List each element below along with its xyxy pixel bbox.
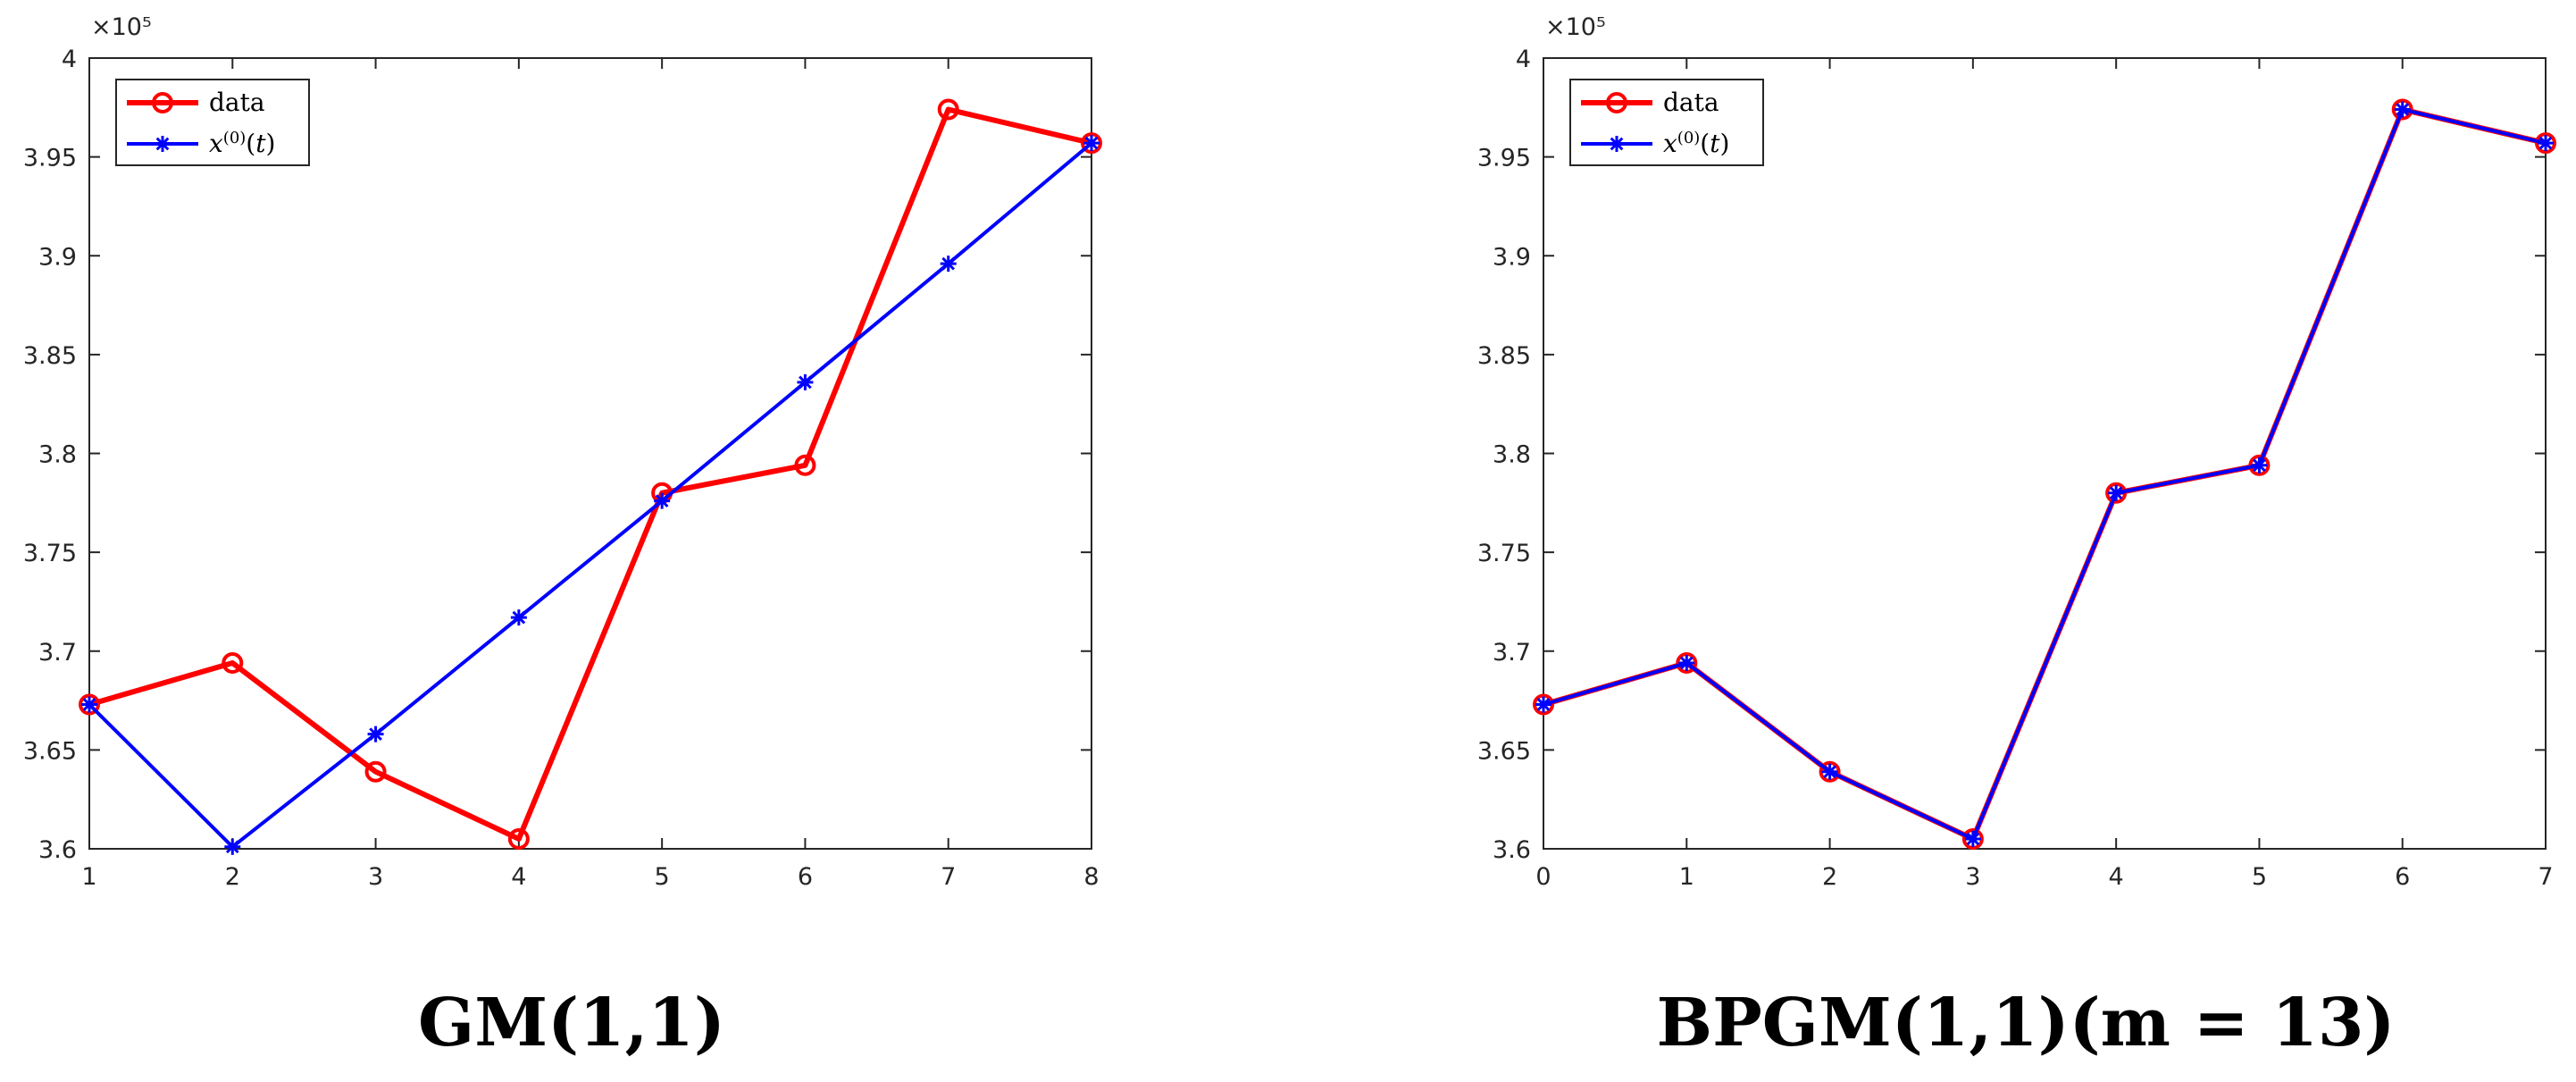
data-point-fit: [367, 726, 384, 742]
x-tick-label: 4: [511, 863, 526, 891]
legend-box: [115, 79, 310, 166]
chart-panel-2: 3.6 3.65 3.7 3.75 3.8 3.85 3.9 3.95 4 0 1 2 3 4 5 6 7 ×10…: [1477, 13, 2556, 1061]
legend-label: data: [1663, 88, 1719, 117]
legend-box: [1569, 79, 1764, 166]
y-exponent-label: ×10⁵: [1545, 13, 1606, 41]
chart-panel-1: 3.6 3.65 3.7 3.75 3.8 3.85 3.9 3.95 4 1 2 3 4 5 6 7 8 ×10…: [23, 13, 1102, 1061]
chart-caption: BPGM(1,1)(m = 13): [1657, 985, 2396, 1061]
y-tick-label: 3.95: [23, 145, 77, 172]
y-tick-label: 3.6: [38, 836, 77, 864]
data-point-fit: [224, 838, 241, 855]
data-point-fit: [1678, 655, 1695, 672]
y-tick-label: 4: [1516, 46, 1531, 73]
y-tick-label: 3.9: [1493, 243, 1531, 271]
y-tick-label: 3.85: [1477, 342, 1531, 370]
legend-label: x(0)(t): [1663, 129, 1729, 159]
data-point-data: [794, 454, 816, 476]
x-tick-label: 2: [225, 863, 240, 891]
data-point-fit: [940, 256, 957, 273]
y-tick-label: 3.9: [38, 243, 77, 271]
y-tick-label: 3.95: [1477, 145, 1531, 172]
chart-caption: GM(1,1): [418, 985, 725, 1061]
y-tick-label: 3.6: [1493, 836, 1531, 864]
x-tick-label: 6: [798, 863, 813, 891]
y-tick-label: 3.75: [1477, 540, 1531, 567]
x-tick-label: 2: [1822, 863, 1837, 891]
data-point-fit: [1083, 135, 1100, 152]
x-tick-label: 8: [1083, 863, 1099, 891]
x-tick-label: 5: [655, 863, 670, 891]
data-point-data: [2535, 132, 2556, 155]
data-point-data: [222, 652, 244, 675]
x-tick-label: 4: [2109, 863, 2124, 891]
data-point-data: [1533, 693, 1554, 716]
legend-label: data: [209, 88, 265, 117]
data-point-fit: [1535, 696, 1551, 713]
y-tick-label: 3.85: [23, 342, 77, 370]
legend-marker: [1606, 92, 1627, 113]
x-tick-label: 5: [2252, 863, 2267, 891]
data-point-fit: [2538, 135, 2554, 152]
data-point-fit: [510, 609, 527, 626]
data-point-fit: [2251, 457, 2268, 474]
data-point-fit: [81, 696, 97, 713]
legend-marker: [1609, 136, 1625, 152]
y-tick-label: 3.7: [1493, 639, 1531, 667]
data-point-data: [1081, 132, 1102, 155]
x-tick-label: 3: [368, 863, 383, 891]
y-tick-label: 4: [62, 46, 77, 73]
data-point-fit: [654, 492, 671, 509]
data-point-data: [2391, 98, 2413, 121]
series-line-fit: [88, 141, 1093, 849]
y-exponent-label: ×10⁵: [91, 13, 152, 41]
y-tick-label: 3.7: [38, 639, 77, 667]
series-line-data: [88, 106, 1092, 842]
data-point-data: [364, 760, 387, 783]
data-point-fit: [2394, 101, 2411, 118]
data-point-fit: [1821, 763, 1838, 780]
y-tick-label: 3.65: [1477, 737, 1531, 765]
y-tick-label: 3.8: [38, 441, 77, 469]
data-point-data: [1819, 760, 1841, 783]
x-tick-label: 1: [81, 863, 96, 891]
data-point-data: [937, 98, 959, 121]
data-point-data: [1961, 827, 1984, 850]
x-tick-label: 1: [1679, 863, 1694, 891]
data-point-fit: [1964, 830, 1981, 847]
plot-area: [88, 57, 1092, 850]
x-tick-label: 7: [2538, 863, 2553, 891]
data-point-fit: [2108, 484, 2125, 501]
legend-marker: [155, 136, 171, 152]
legend-marker: [152, 92, 173, 113]
data-point-data: [79, 693, 100, 716]
legend: data x(0)(t): [1569, 79, 1764, 166]
x-tick-label: 3: [1965, 863, 1980, 891]
plot-area: [1543, 57, 2547, 850]
series-line-fit: [1543, 107, 2547, 841]
x-tick-label: 6: [2395, 863, 2410, 891]
data-point-data: [507, 827, 530, 850]
y-tick-label: 3.65: [23, 737, 77, 765]
x-tick-label: 0: [1535, 863, 1551, 891]
data-point-fit: [797, 373, 814, 390]
y-tick-label: 3.75: [23, 540, 77, 567]
y-tick-label: 3.8: [1493, 441, 1531, 469]
legend: data x(0)(t): [115, 79, 310, 166]
legend-label: x(0)(t): [209, 129, 275, 159]
x-tick-label: 7: [941, 863, 956, 891]
data-point-data: [1676, 652, 1698, 675]
